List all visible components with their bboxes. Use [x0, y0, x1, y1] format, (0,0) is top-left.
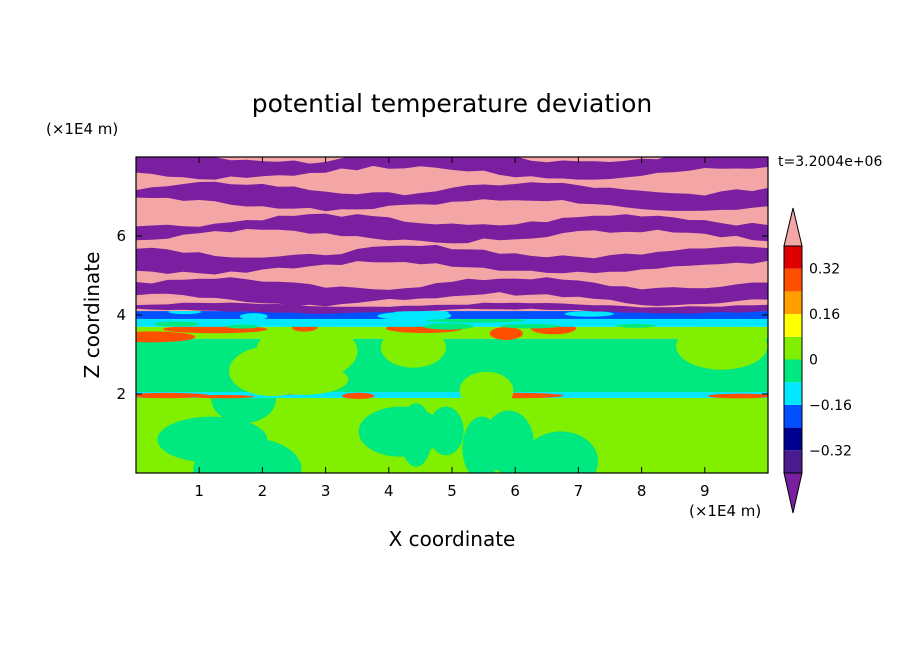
x-tick-label: 9 — [700, 482, 710, 500]
field-patch — [564, 311, 614, 317]
field-patch — [459, 371, 514, 410]
colorbar-swatch — [784, 382, 802, 405]
x-tick-label: 8 — [637, 482, 647, 500]
field-patch — [523, 431, 599, 473]
time-label: t=3.2004e+06 — [778, 154, 882, 170]
y-tick-label: 6 — [116, 227, 126, 245]
x-ticks: 1 2 3 4 5 6 7 8 9 — [194, 157, 710, 500]
field-stripe — [136, 213, 768, 244]
field-patch — [423, 323, 474, 330]
colorbar-tick-label: −0.32 — [809, 443, 852, 459]
field-patch — [239, 313, 268, 320]
field-stripe — [136, 181, 768, 212]
field-patch — [489, 326, 523, 340]
colorbar-frame — [783, 245, 803, 474]
chart-title: potential temperature deviation — [252, 89, 652, 118]
colorbar-tick-label: −0.16 — [809, 398, 852, 414]
colorbar-over-triangle — [783, 207, 803, 247]
colorbar-tick-label: 0 — [809, 353, 818, 369]
field-patch — [157, 416, 268, 463]
field-patch — [377, 311, 451, 321]
x-tick-label: 1 — [194, 482, 204, 500]
colorbar-swatch — [784, 450, 802, 473]
x-tick-label: 3 — [321, 482, 331, 500]
field-patch — [425, 317, 526, 323]
field-patch — [136, 331, 196, 343]
colorbar-swatch — [784, 291, 802, 315]
field-patch — [707, 393, 768, 399]
y-tick-label: 4 — [116, 306, 126, 324]
y-tick-label: 2 — [116, 385, 126, 403]
x-axis-label: X coordinate — [389, 527, 516, 551]
field-layer — [136, 311, 768, 319]
colorbar-tick-label: 0.16 — [809, 307, 840, 323]
contour-field — [136, 157, 768, 473]
x-unit-label: (×1E4 m) — [689, 502, 761, 520]
colorbar-swatch — [784, 359, 802, 383]
field-patch — [136, 392, 209, 399]
colorbar-swatch — [784, 268, 802, 292]
field-stripe — [136, 277, 768, 307]
colorbar-swatch — [784, 427, 802, 451]
colorbar-swatch — [784, 404, 802, 428]
field-patch — [615, 323, 656, 328]
field-patch — [462, 416, 502, 473]
field-layer — [136, 318, 768, 327]
colorbar-swatch — [784, 336, 802, 360]
colorbar-swatch — [784, 314, 802, 337]
field-patch — [228, 345, 315, 397]
x-tick-label: 7 — [574, 482, 584, 500]
field-patch — [358, 406, 444, 457]
field-patch — [226, 324, 259, 329]
colorbar: 0.32 0.16 0 −0.16 −0.32 — [783, 207, 852, 514]
colorbar-tick-label: 0.32 — [809, 262, 840, 278]
x-tick-label: 5 — [447, 482, 457, 500]
y-ticks: 2 4 6 — [116, 227, 768, 403]
colorbar-swatch — [784, 246, 802, 269]
field-patch — [499, 323, 561, 329]
field-stripe — [136, 244, 768, 275]
x-tick-label: 2 — [258, 482, 268, 500]
x-tick-label: 4 — [384, 482, 394, 500]
field-layer — [136, 392, 768, 398]
field-patch — [342, 392, 375, 400]
field-patch — [153, 321, 200, 327]
y-unit-label: (×1E4 m) — [46, 120, 118, 138]
y-axis-label: Z coordinate — [80, 252, 104, 379]
field-layer — [136, 326, 768, 339]
x-tick-label: 6 — [510, 482, 520, 500]
field-stripe — [136, 157, 768, 180]
colorbar-under-triangle — [783, 472, 803, 514]
